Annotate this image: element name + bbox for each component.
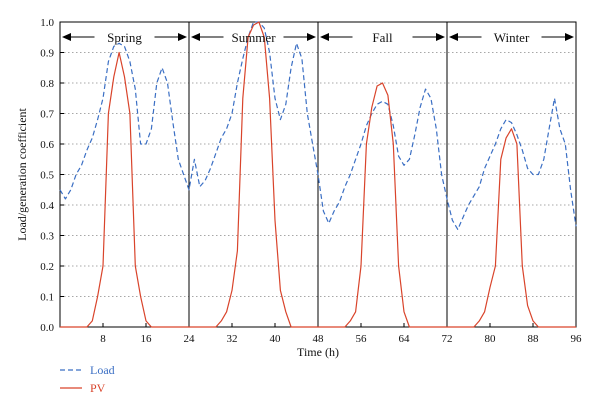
x-tick-label: 64: [399, 333, 411, 345]
axis-ticks: 0.0 0.1 0.2 0.3 0.4 0.5 0.6 0.7 0.8 0.9 1.0 8 16 24 32…: [40, 17, 582, 345]
arrowhead-right-icon: [307, 33, 316, 41]
y-tick-label: 1.0: [40, 17, 54, 29]
legend-label-load: Load: [90, 363, 115, 377]
season-arrows: Spring Summer Fall Winter: [62, 30, 574, 45]
x-tick-label: 8: [100, 333, 106, 345]
arrowhead-left-icon: [62, 33, 71, 41]
season-label: Winter: [494, 30, 530, 45]
x-tick-label: 16: [141, 333, 153, 345]
y-tick-label: 0.5: [40, 170, 54, 182]
y-tick-label: 0.0: [40, 322, 54, 334]
series-group: [59, 21, 577, 328]
series-line-load: [59, 21, 577, 230]
x-tick-label: 96: [571, 333, 583, 345]
season-label: Fall: [372, 30, 393, 45]
x-tick-label: 88: [528, 333, 540, 345]
y-tick-label: 0.4: [40, 200, 54, 212]
season-label: Summer: [231, 30, 276, 45]
x-axis-title: Time (h): [297, 345, 339, 359]
x-tick-label: 56: [356, 333, 368, 345]
season-label: Spring: [107, 30, 142, 45]
arrowhead-right-icon: [436, 33, 445, 41]
y-tick-label: 0.8: [40, 78, 54, 90]
y-tick-label: 0.7: [40, 109, 54, 121]
legend-label-pv: PV: [90, 381, 106, 395]
y-tick-label: 0.9: [40, 48, 54, 60]
x-tick-label: 24: [184, 333, 196, 345]
x-tick-label: 40: [270, 333, 282, 345]
x-tick-label: 80: [485, 333, 497, 345]
arrowhead-left-icon: [191, 33, 200, 41]
y-tick-label: 0.2: [40, 261, 54, 273]
arrowhead-left-icon: [449, 33, 458, 41]
series-line-pv: [60, 21, 576, 328]
x-tick-label: 72: [442, 333, 453, 345]
y-tick-label: 0.6: [40, 139, 54, 151]
legend: Load PV: [60, 363, 115, 395]
x-tick-label: 48: [313, 333, 325, 345]
y-axis-title: Load/generation coefficient: [15, 107, 29, 240]
arrowhead-right-icon: [565, 33, 574, 41]
arrowhead-left-icon: [320, 33, 329, 41]
y-tick-label: 0.1: [40, 292, 54, 304]
y-tick-label: 0.3: [40, 231, 54, 243]
arrowhead-right-icon: [178, 33, 187, 41]
x-tick-label: 32: [227, 333, 238, 345]
